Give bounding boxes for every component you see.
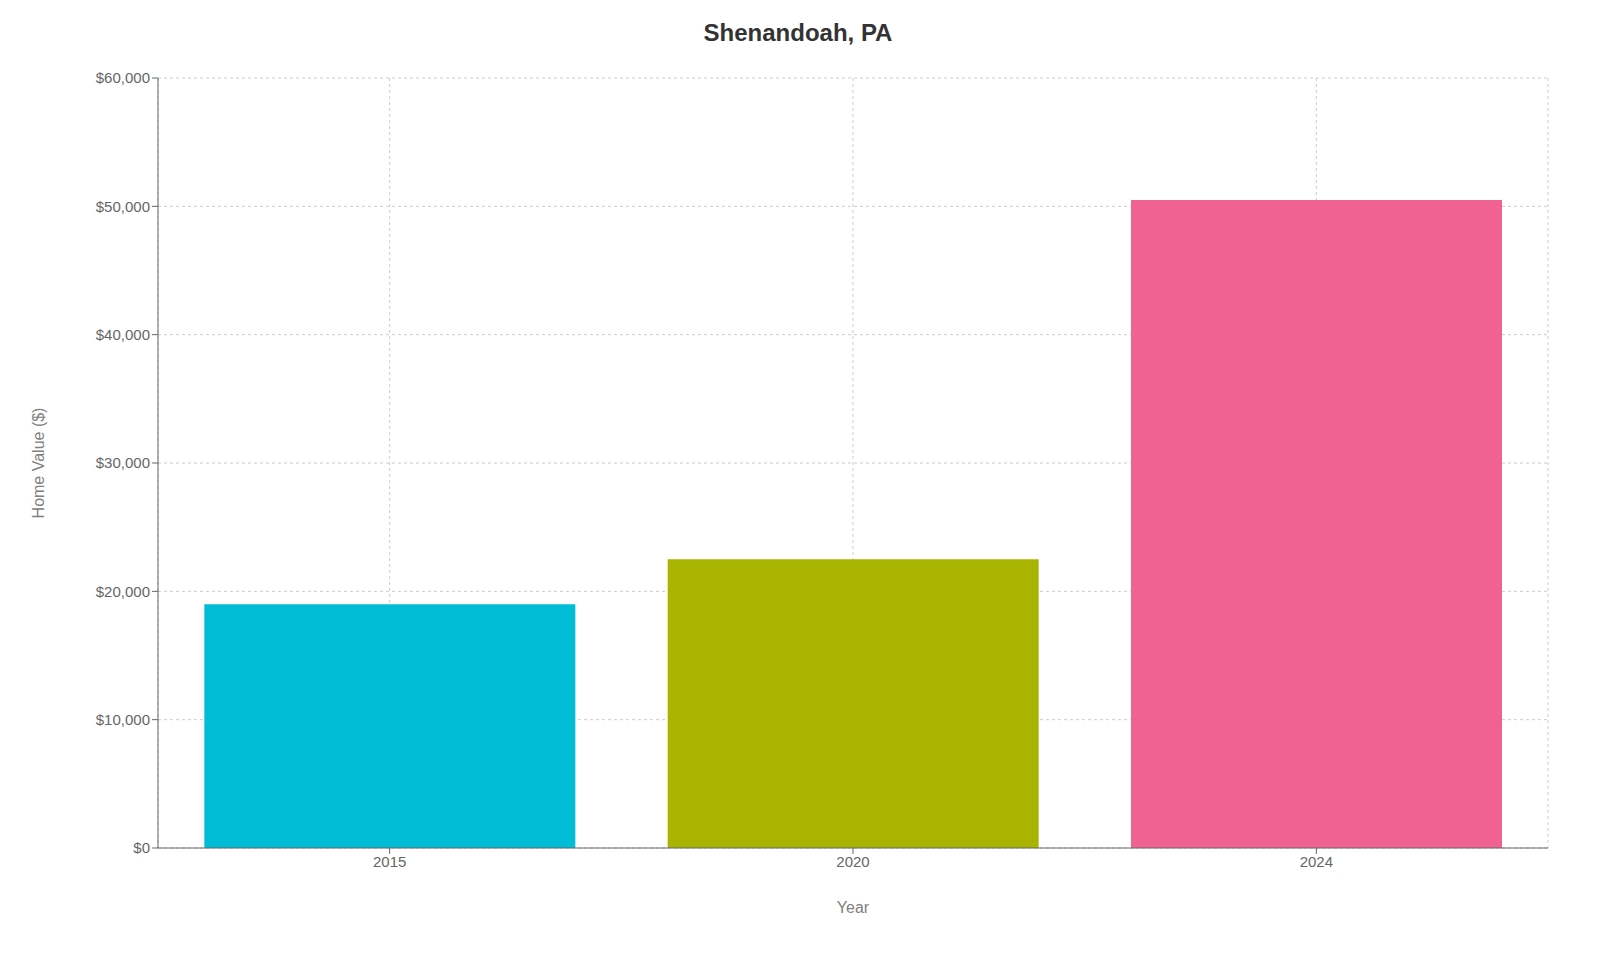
svg-text:$40,000: $40,000 [96,326,150,343]
svg-text:2020: 2020 [836,853,869,870]
svg-text:$50,000: $50,000 [96,198,150,215]
html-text:Shenandoah, PA: Shenandoah, PA [703,19,893,46]
svg-text:$10,000: $10,000 [96,711,150,728]
svg-text:$0: $0 [133,839,150,856]
svg-text:2015: 2015 [373,853,406,870]
svg-text:Home Value ($): Home Value ($) [30,408,47,519]
svg-text:Year: Year [837,899,870,916]
svg-text:$60,000: $60,000 [96,69,150,86]
svg-text:$30,000: $30,000 [96,454,150,471]
svg-text:2024: 2024 [1300,853,1333,870]
svg-text:$20,000: $20,000 [96,583,150,600]
